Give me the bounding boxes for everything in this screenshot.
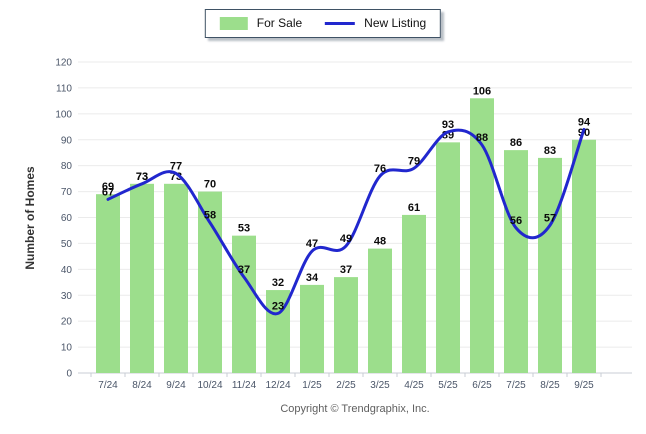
bar-value-label: 86 bbox=[510, 137, 522, 149]
y-tick-label: 40 bbox=[61, 265, 73, 276]
y-tick-label: 120 bbox=[55, 58, 72, 69]
y-tick-label: 20 bbox=[61, 317, 73, 328]
new-listing-line-swatch bbox=[325, 22, 356, 25]
line-value-label: 49 bbox=[340, 233, 352, 245]
for-sale-bar bbox=[504, 150, 528, 373]
y-tick-label: 80 bbox=[61, 161, 73, 172]
line-value-label: 58 bbox=[204, 210, 216, 222]
y-tick-label: 30 bbox=[61, 291, 73, 302]
x-tick-label: 7/24 bbox=[98, 380, 118, 391]
for-sale-bar bbox=[368, 248, 392, 373]
y-tick-label: 90 bbox=[61, 135, 73, 146]
line-value-label: 94 bbox=[578, 116, 591, 128]
y-tick-label: 70 bbox=[61, 187, 73, 198]
for-sale-bar bbox=[334, 277, 358, 373]
y-tick-label: 50 bbox=[61, 239, 73, 250]
line-value-label: 88 bbox=[476, 132, 488, 144]
legend-label-new-listing: New Listing bbox=[364, 16, 427, 30]
x-tick-label: 12/24 bbox=[265, 380, 290, 391]
legend: For Sale New Listing bbox=[204, 9, 442, 38]
x-tick-label: 4/25 bbox=[404, 380, 424, 391]
line-value-label: 73 bbox=[136, 171, 148, 183]
x-tick-label: 9/24 bbox=[166, 380, 186, 391]
bar-value-label: 34 bbox=[306, 272, 319, 284]
y-tick-label: 60 bbox=[61, 213, 73, 224]
for-sale-bar bbox=[538, 157, 562, 373]
for-sale-bar bbox=[232, 235, 256, 373]
x-tick-label: 7/25 bbox=[506, 380, 526, 391]
y-tick-label: 110 bbox=[56, 83, 72, 94]
line-value-label: 77 bbox=[170, 160, 182, 172]
for-sale-bar bbox=[130, 183, 154, 373]
x-tick-label: 8/24 bbox=[132, 380, 152, 391]
line-value-label: 37 bbox=[238, 264, 250, 276]
for-sale-bar bbox=[96, 194, 120, 373]
bar-value-label: 69 bbox=[102, 181, 114, 193]
new-listing-line bbox=[106, 127, 586, 316]
x-tick-label: 8/25 bbox=[540, 380, 560, 391]
bar-value-label: 70 bbox=[204, 179, 216, 191]
bar-value-label: 32 bbox=[272, 277, 284, 289]
for-sale-swatch bbox=[219, 17, 248, 30]
line-value-label: 56 bbox=[510, 215, 522, 227]
for-sale-bar bbox=[436, 142, 460, 373]
line-value-label: 47 bbox=[306, 238, 318, 250]
x-tick-label: 1/25 bbox=[302, 380, 322, 391]
bar-value-label: 48 bbox=[374, 236, 386, 248]
y-axis-title: Number of Homes bbox=[23, 166, 37, 270]
for-sale-bar bbox=[164, 183, 188, 373]
copyright-text: Copyright © Trendgraphix, Inc. bbox=[280, 403, 430, 415]
bar-value-label: 106 bbox=[473, 85, 491, 97]
line-value-label: 93 bbox=[442, 119, 454, 131]
y-tick-label: 0 bbox=[66, 369, 72, 380]
x-tick-label: 10/24 bbox=[197, 380, 222, 391]
bar-value-label: 83 bbox=[544, 145, 556, 157]
line-value-label: 23 bbox=[272, 300, 284, 312]
x-tick-label: 5/25 bbox=[438, 380, 458, 391]
x-tick-label: 9/25 bbox=[574, 380, 594, 391]
bar-value-label: 61 bbox=[408, 202, 420, 214]
y-tick-label: 10 bbox=[61, 343, 73, 354]
for-sale-bar bbox=[402, 214, 426, 373]
for-sale-bar bbox=[572, 139, 596, 373]
x-tick-label: 3/25 bbox=[370, 380, 390, 391]
x-tick-label: 2/25 bbox=[336, 380, 356, 391]
legend-label-for-sale: For Sale bbox=[256, 16, 303, 30]
x-tick-label: 11/24 bbox=[232, 380, 257, 391]
y-tick-label: 100 bbox=[55, 109, 72, 120]
bar-value-label: 73 bbox=[136, 171, 148, 183]
bar-value-label: 37 bbox=[340, 264, 352, 276]
line-value-label: 79 bbox=[408, 155, 420, 167]
line-value-label: 57 bbox=[544, 212, 556, 224]
bar-value-label: 53 bbox=[238, 223, 250, 235]
for-sale-bar bbox=[300, 284, 324, 373]
x-tick-label: 6/25 bbox=[472, 380, 492, 391]
line-value-label: 67 bbox=[102, 186, 114, 198]
line-value-label: 76 bbox=[374, 163, 386, 175]
